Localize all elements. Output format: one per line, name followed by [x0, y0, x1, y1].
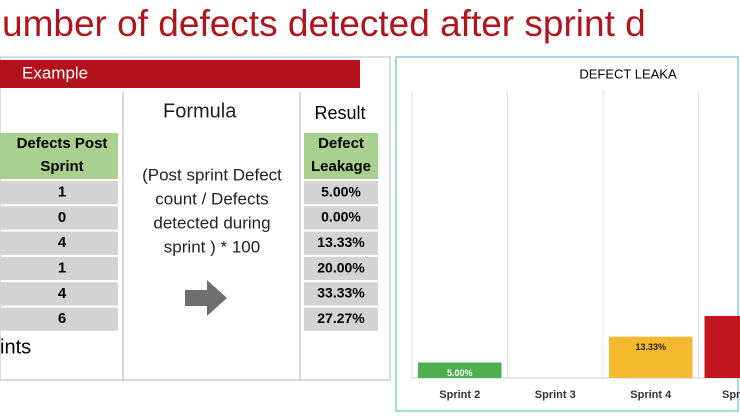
- result-cell-text: 33.33%: [317, 285, 365, 301]
- footer-text: ints: [0, 336, 31, 358]
- table-cell-text: 0: [58, 209, 66, 226]
- result-cell-text: 27.27%: [317, 310, 365, 326]
- chart-title: DEFECT LEAKA: [579, 66, 677, 81]
- table-cell-text: 4: [58, 234, 67, 251]
- result-header-text: Defect: [318, 135, 364, 152]
- table-header-text: Defects Post: [17, 135, 108, 152]
- category-label: Spr: [722, 389, 740, 401]
- table-cell-text: 4: [58, 285, 67, 302]
- formula-text: (Post sprint Defect: [142, 165, 282, 184]
- slide-title: umber of defects detected after sprint d: [2, 3, 646, 44]
- table-header-text: Sprint: [40, 158, 83, 175]
- formula-label: Formula: [163, 100, 237, 122]
- result-cell-text: 0.00%: [321, 209, 361, 225]
- result-cell-text: 20.00%: [317, 259, 365, 275]
- category-label: Sprint 4: [630, 389, 672, 401]
- table-cell-text: 1: [58, 184, 66, 201]
- formula-text: count / Defects: [155, 189, 268, 208]
- formula-text: sprint ) * 100: [164, 237, 260, 256]
- table-cell-text: 6: [58, 310, 66, 327]
- bar: [705, 316, 740, 378]
- formula-text: detected during: [153, 213, 270, 232]
- result-cell-text: 13.33%: [317, 234, 365, 250]
- example-label: Example: [22, 63, 88, 82]
- category-label: Sprint 3: [535, 389, 576, 401]
- result-cell-text: 5.00%: [321, 183, 361, 199]
- result-header-text: Leakage: [311, 158, 371, 175]
- value-label: 13.33%: [635, 342, 666, 352]
- result-label: Result: [314, 103, 365, 123]
- value-label: 5.00%: [447, 368, 473, 378]
- table-cell-text: 1: [58, 260, 66, 277]
- category-label: Sprint 2: [439, 389, 480, 401]
